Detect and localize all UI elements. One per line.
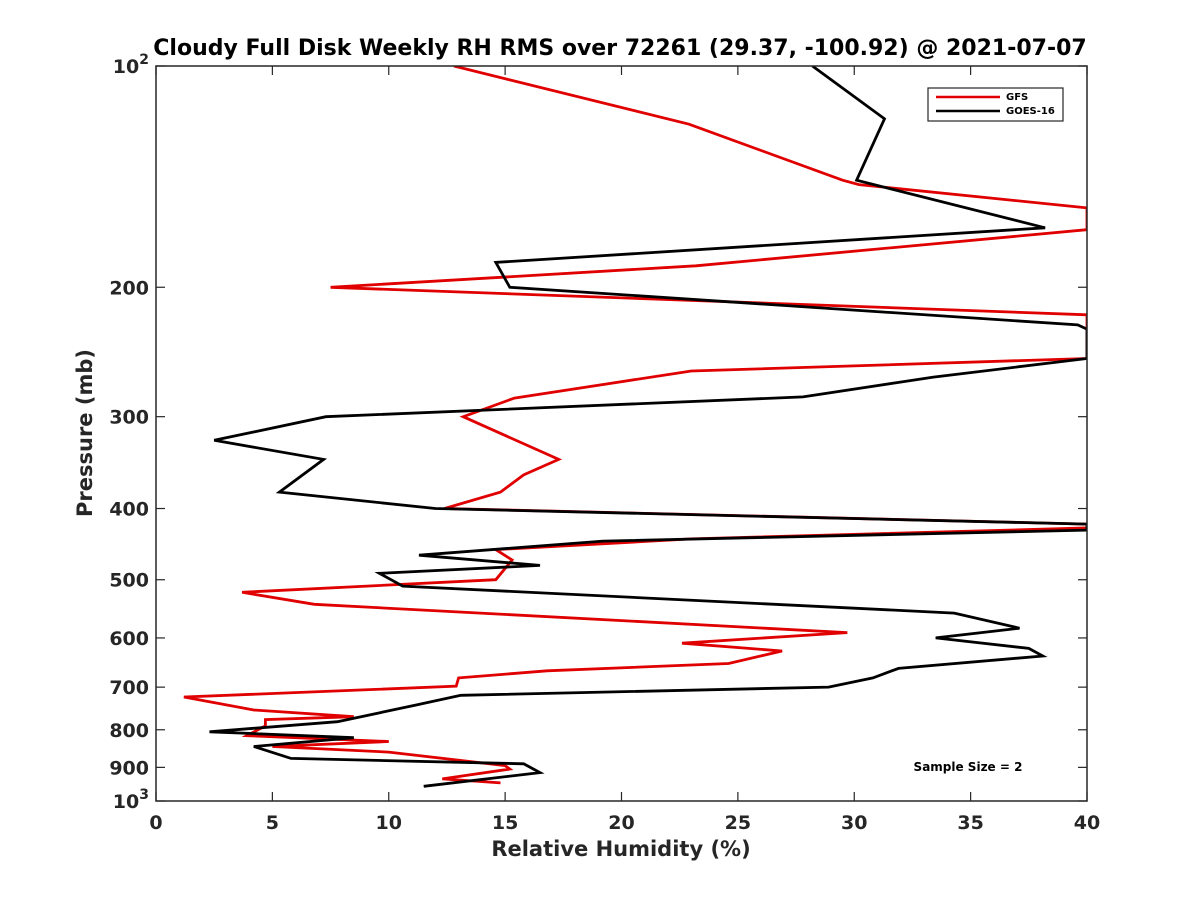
y-tick-label: 900	[109, 757, 149, 779]
x-tick-label: 25	[725, 812, 751, 834]
y-tick-label: 800	[109, 720, 149, 742]
y-tick-label: 300	[109, 407, 149, 429]
y-tick-label: 103	[113, 787, 149, 813]
x-tick-label: 0	[149, 812, 162, 834]
chart-title: Cloudy Full Disk Weekly RH RMS over 7226…	[153, 36, 1086, 61]
x-tick-label: 15	[492, 812, 518, 834]
x-tick-label: 40	[1074, 812, 1100, 834]
sample-size-annotation: Sample Size = 2	[914, 760, 1023, 774]
x-tick-label: 10	[376, 812, 402, 834]
x-axis-label: Relative Humidity (%)	[491, 837, 750, 861]
y-tick-label: 200	[109, 277, 149, 299]
y-tick-label: 102	[113, 52, 149, 78]
legend-box	[927, 87, 1064, 122]
y-tick-label: 500	[109, 570, 149, 592]
legend: GFS GOES-16	[927, 87, 1064, 122]
x-tick-label: 35	[957, 812, 983, 834]
y-axis-label: Pressure (mb)	[73, 349, 97, 517]
x-tick-label: 5	[266, 812, 279, 834]
legend-label-gfs: GFS	[1006, 92, 1028, 103]
series-line-goes16	[209, 66, 1087, 788]
tick-layer: 0 5 10 15 20 25 30 35 40 102 200 300 400 500 600 700 800…	[109, 52, 1100, 834]
y-tick-label: 600	[109, 628, 149, 650]
legend-label-goes16: GOES-16	[1006, 106, 1055, 117]
series-layer	[183, 66, 1087, 788]
x-tick-label: 30	[841, 812, 867, 834]
x-tick-label: 20	[608, 812, 634, 834]
y-tick-label: 400	[109, 499, 149, 521]
y-tick-label: 700	[109, 677, 149, 699]
